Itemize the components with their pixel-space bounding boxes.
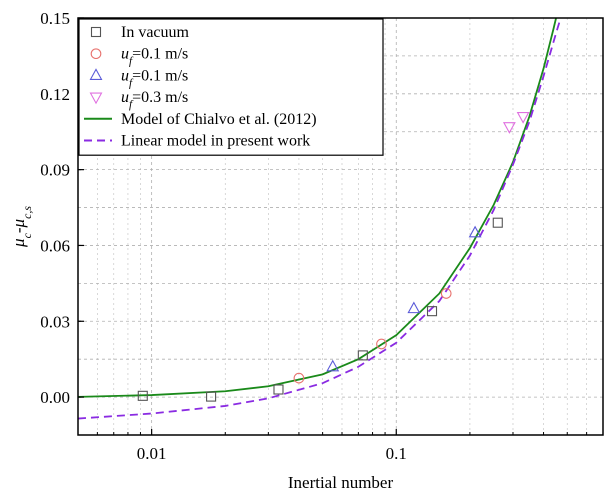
legend-item: Linear model in present work: [84, 133, 310, 150]
y-tick-label: 0.06: [40, 236, 70, 255]
data-point-square: [357, 350, 368, 361]
x-axis-label: Inertial number: [288, 473, 394, 492]
x-tick-label: 0.01: [137, 444, 167, 463]
legend-marker-triangle-up: [89, 68, 103, 80]
data-point-triangle-up: [468, 225, 482, 238]
model-curves: [78, 18, 562, 420]
legend-label: In vacuum: [121, 24, 190, 41]
legend-label: uf=0.1 m/s: [121, 46, 188, 68]
data-point-triangle-down: [502, 122, 516, 134]
y-axis-label: μc-μc,s: [9, 206, 34, 248]
data-point-square: [426, 306, 438, 317]
y-tick-label: 0.03: [40, 312, 70, 331]
legend-label: Linear model in present work: [121, 133, 310, 150]
data-point-square: [137, 390, 148, 401]
chialvo-model-curve: [78, 18, 557, 398]
data-point-square: [492, 217, 503, 228]
data-markers: [137, 112, 530, 402]
y-tick-label: 0.12: [40, 85, 70, 104]
linear-model-curve: [78, 18, 562, 420]
y-tick-label: 0.15: [40, 9, 70, 28]
legend-marker-triangle-down: [89, 92, 103, 105]
y-tick-label: 0.00: [40, 388, 70, 407]
data-point-triangle-up: [326, 359, 340, 372]
data-point-triangle-up: [407, 301, 421, 314]
x-tick-label: 0.1: [386, 444, 407, 463]
data-point-circle: [293, 372, 305, 384]
legend-item: uf=0.3 m/s: [89, 89, 188, 111]
data-point-triangle-down: [516, 112, 530, 124]
plot-frame: [77, 17, 604, 436]
legend-label: Model of Chialvo et al. (2012): [121, 111, 317, 128]
data-point-square: [206, 391, 217, 402]
data-point-square: [273, 384, 284, 395]
data-point-circle: [440, 288, 452, 299]
legend-item: In vacuum: [90, 24, 190, 41]
legend-marker-square: [90, 26, 102, 38]
y-tick-label: 0.09: [40, 161, 70, 180]
legend-label: uf=0.3 m/s: [121, 89, 188, 111]
legend-item: uf=0.1 m/s: [90, 46, 188, 68]
legend-label: uf=0.1 m/s: [121, 67, 188, 89]
axis-ticks: 0.00 0.03 0.06 0.09 0.12 0.15 0.01 0.1: [40, 9, 588, 463]
legend-marker-circle: [90, 48, 102, 60]
legend-item: uf=0.1 m/s: [89, 67, 188, 89]
legend-item: Model of Chialvo et al. (2012): [84, 111, 317, 128]
data-point-circle: [376, 338, 387, 350]
legend-box: [78, 18, 384, 156]
